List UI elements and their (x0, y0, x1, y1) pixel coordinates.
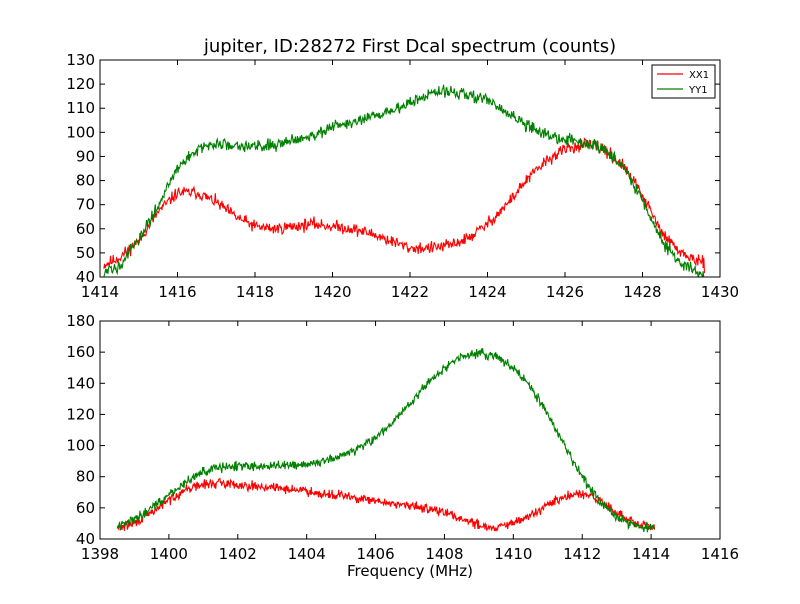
x-tick-label: 1416 (701, 545, 739, 563)
x-tick-label: 1398 (81, 545, 119, 563)
x-tick-label: 1424 (468, 283, 506, 301)
y-tick-label: 60 (76, 220, 95, 238)
x-tick-label: 1426 (546, 283, 584, 301)
x-tick-label: 1400 (150, 545, 188, 563)
y-tick-label: 100 (66, 123, 95, 141)
y-tick-label: 40 (76, 530, 95, 548)
x-tick-label: 1408 (425, 545, 463, 563)
x-tick-label: 1402 (219, 545, 257, 563)
plot-frame-bottom (99, 320, 721, 540)
x-tick-label: 1410 (494, 545, 532, 563)
x-tick-label: 1428 (623, 283, 661, 301)
y-tick-label: 80 (76, 172, 95, 190)
y-tick-label: 60 (76, 499, 95, 517)
y-tick-label: 50 (76, 244, 95, 262)
y-tick-label: 40 (76, 268, 95, 286)
legend-box (651, 64, 716, 99)
x-tick-label: 1416 (158, 283, 196, 301)
y-tick-label: 80 (76, 468, 95, 486)
spectrum-panel-bottom: 1398 1400 1402 1404 1406 1408 1410 1412 1414 1416… (66, 312, 739, 580)
y-tick-label: 100 (66, 437, 95, 455)
y-tick-label: 110 (66, 99, 95, 117)
x-axis-label: Frequency (MHz) (347, 562, 473, 580)
y-tick-label: 160 (66, 343, 95, 361)
y-tick-label: 90 (76, 147, 95, 165)
x-tick-label: 1430 (701, 283, 739, 301)
x-tick-label: 1412 (563, 545, 601, 563)
x-tick-label: 1420 (313, 283, 351, 301)
y-tick-label: 130 (66, 51, 95, 69)
y-tick-label: 70 (76, 196, 95, 214)
y-tick-label: 140 (66, 374, 95, 392)
x-tick-label: 1418 (236, 283, 274, 301)
x-tick-label: 1406 (356, 545, 394, 563)
legend: XX1 YY1 (651, 64, 716, 99)
y-tick-label: 120 (66, 405, 95, 423)
x-tick-label: 1404 (288, 545, 326, 563)
spectrum-panel-top: jupiter, ID:28272 First Dcal spectrum (c… (66, 36, 739, 301)
chart-title: jupiter, ID:28272 First Dcal spectrum (c… (203, 36, 616, 57)
y-tick-label: 120 (66, 75, 95, 93)
series-line-yy1 (103, 84, 706, 277)
x-tick-label: 1414 (632, 545, 670, 563)
x-tick-label: 1422 (391, 283, 429, 301)
series-line-red (117, 477, 656, 532)
legend-label-xx1: XX1 (689, 70, 709, 81)
series-line-green (116, 347, 656, 533)
y-tick-label: 180 (66, 312, 95, 330)
x-tick-label: 1414 (81, 283, 119, 301)
legend-label-yy1: YY1 (688, 85, 708, 96)
